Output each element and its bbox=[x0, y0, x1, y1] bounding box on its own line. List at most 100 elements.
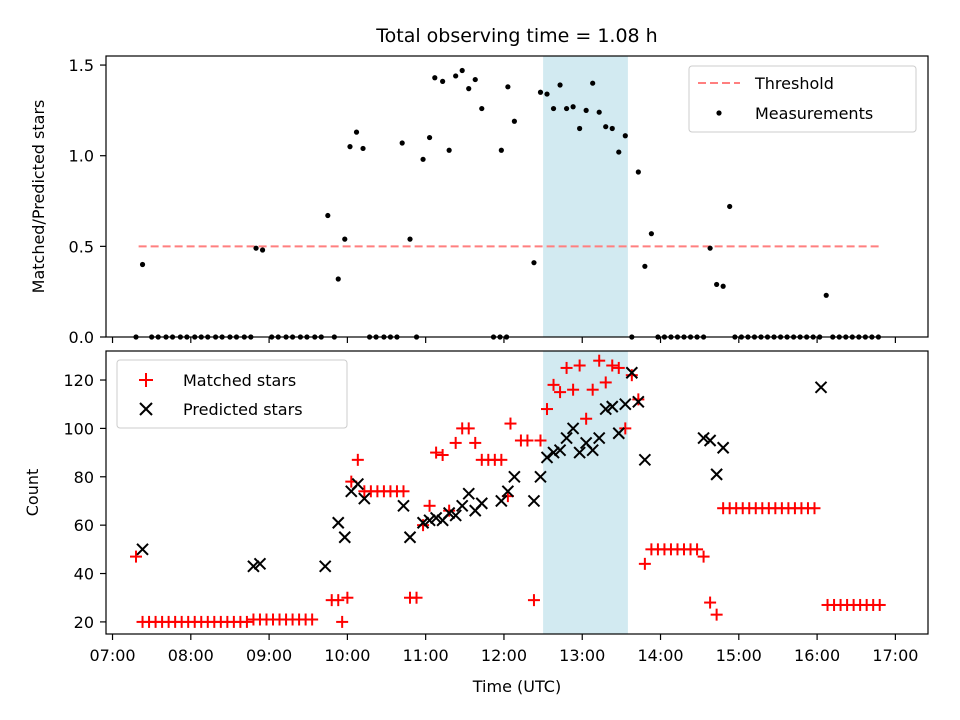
predicted-star-marker bbox=[318, 560, 332, 573]
measurement-point bbox=[720, 283, 726, 289]
matched-star-marker bbox=[580, 412, 593, 425]
matched-star-marker bbox=[417, 519, 430, 532]
measurement-point bbox=[550, 105, 557, 112]
bottom-axes-frame bbox=[105, 350, 929, 635]
predicted-star-marker bbox=[397, 499, 410, 513]
top-y-tick-label: 1.5 bbox=[69, 56, 94, 75]
matched-star-marker bbox=[554, 386, 567, 399]
measurement-point bbox=[342, 236, 348, 242]
measurement-point bbox=[583, 107, 589, 113]
matched-star-marker bbox=[306, 613, 319, 626]
measurement-point bbox=[479, 105, 485, 112]
measurement-point bbox=[557, 82, 563, 88]
top-y-tick-label: 0.5 bbox=[69, 237, 94, 256]
matched-star-marker bbox=[430, 446, 443, 459]
matched-star-marker bbox=[436, 449, 449, 462]
matched-star-marker bbox=[495, 453, 508, 466]
predicted-star-marker bbox=[632, 395, 645, 409]
predicted-star-marker bbox=[592, 431, 606, 445]
matched-star-marker bbox=[341, 591, 354, 604]
matched-star-marker bbox=[527, 594, 540, 607]
top-x-ticks bbox=[111, 337, 896, 343]
top-y-tick-label: 1.0 bbox=[69, 147, 94, 166]
matched-star-marker bbox=[873, 598, 886, 611]
matched-star-marker bbox=[612, 361, 625, 374]
measurement-point bbox=[616, 149, 622, 155]
matched-star-marker bbox=[619, 422, 632, 435]
matched-legend-swatch bbox=[139, 373, 153, 387]
measurement-point bbox=[823, 292, 829, 298]
top-legend: Threshold Measurements bbox=[688, 65, 917, 133]
predicted-star-marker bbox=[351, 477, 365, 491]
measurement-point bbox=[596, 109, 602, 115]
predicted-star-marker bbox=[423, 514, 436, 527]
bottom-y-tick-label: 80 bbox=[74, 468, 94, 487]
measurements-legend-swatch bbox=[716, 110, 722, 116]
bottom-x-ticks: 07:00 08:00 09:00 10:00 11:00 12:00 13:00 14:00… bbox=[89, 634, 918, 665]
matched-star-marker bbox=[560, 361, 573, 374]
matched-star-marker bbox=[423, 499, 436, 512]
top-axes-frame bbox=[105, 55, 929, 338]
bottom-y-tick-label: 60 bbox=[74, 516, 94, 535]
predicted-star-marker bbox=[638, 453, 652, 467]
predicted-stars-points bbox=[136, 366, 828, 573]
predicted-star-marker bbox=[338, 531, 351, 544]
matched-star-marker bbox=[534, 434, 547, 447]
matched-star-marker bbox=[469, 436, 482, 449]
top-y-tick-label: 0.0 bbox=[69, 328, 94, 347]
measurement-point bbox=[609, 125, 615, 132]
bottom-y-tick-label: 120 bbox=[63, 371, 94, 390]
bottom-y-ticks: 20 40 60 80 100 120 bbox=[63, 371, 106, 632]
matched-star-marker bbox=[691, 543, 704, 556]
measurement-point bbox=[399, 140, 405, 146]
predicted-star-marker bbox=[540, 451, 554, 464]
measurement-point bbox=[707, 245, 713, 251]
measurement-point bbox=[531, 260, 537, 266]
measurement-point bbox=[440, 78, 446, 84]
matched-star-marker bbox=[541, 403, 554, 416]
measurement-point bbox=[544, 91, 550, 97]
measurement-point bbox=[459, 67, 465, 74]
measurement-point bbox=[727, 203, 733, 210]
top-panel: 0.0 0.5 1.0 1.5 Matched/Predicted stars Thr… bbox=[29, 55, 929, 347]
matched-star-marker bbox=[504, 417, 517, 430]
matched-star-marker bbox=[240, 615, 253, 628]
threshold-legend-label: Threshold bbox=[754, 74, 834, 93]
bottom-panel: 20 40 60 80 100 120 07:00 08:00 09:00 10:00 11:00… bbox=[23, 350, 929, 696]
predicted-star-marker bbox=[462, 487, 475, 500]
measurement-point bbox=[563, 105, 570, 112]
bottom-y-tick-label: 20 bbox=[74, 613, 94, 632]
predicted-star-marker bbox=[527, 494, 541, 508]
matched-legend-label: Matched stars bbox=[183, 371, 296, 390]
matched-star-marker bbox=[462, 422, 475, 435]
predicted-star-marker bbox=[716, 441, 730, 454]
matched-star-marker bbox=[351, 453, 364, 466]
bottom-legend-box bbox=[116, 359, 348, 429]
bottom-x-tick-label: 13:00 bbox=[559, 646, 605, 665]
bottom-x-tick-label: 15:00 bbox=[716, 646, 762, 665]
predicted-star-marker bbox=[455, 499, 469, 513]
matched-star-marker bbox=[808, 502, 821, 515]
predicted-star-marker bbox=[697, 431, 710, 445]
predicted-star-marker bbox=[710, 468, 723, 481]
predicted-star-marker bbox=[599, 402, 612, 416]
matched-star-marker bbox=[573, 359, 586, 372]
matched-star-marker bbox=[593, 354, 606, 367]
measurement-point bbox=[453, 73, 459, 79]
top-y-axis-label: Matched/Predicted stars bbox=[29, 100, 48, 294]
bottom-x-tick-label: 07:00 bbox=[89, 646, 135, 665]
top-legend-box bbox=[688, 65, 917, 133]
matched-star-marker bbox=[449, 436, 462, 449]
predicted-star-marker bbox=[573, 446, 586, 459]
bottom-x-tick-label: 16:00 bbox=[794, 646, 840, 665]
matched-star-marker bbox=[410, 591, 423, 604]
matched-star-marker bbox=[332, 594, 345, 607]
measurement-point bbox=[511, 118, 517, 124]
figure-title: Total observing time = 1.08 h bbox=[375, 25, 657, 47]
matched-star-marker bbox=[599, 376, 612, 389]
predicted-star-marker bbox=[560, 431, 573, 445]
predicted-star-marker bbox=[475, 497, 488, 510]
measurement-point bbox=[570, 104, 576, 110]
predicted-star-marker bbox=[619, 398, 632, 411]
